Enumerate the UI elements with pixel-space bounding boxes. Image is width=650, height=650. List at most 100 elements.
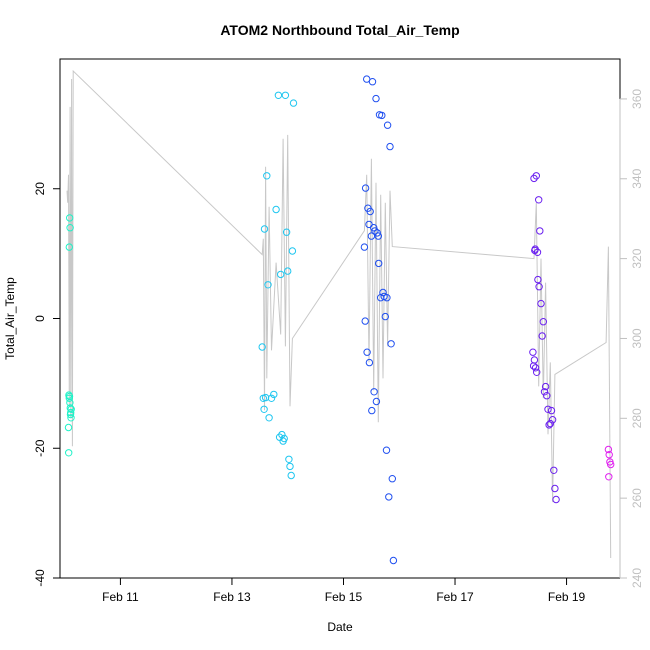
y2-tick-label: 280 (630, 408, 644, 428)
scatter-point (265, 414, 273, 422)
scatter-point (275, 433, 284, 441)
scatter-point (547, 406, 556, 415)
y-tick-label: -40 (33, 569, 47, 587)
scatter-point (388, 475, 396, 483)
y2-tick-label: 240 (630, 568, 644, 588)
scatter-point (65, 449, 73, 457)
scatter-point (379, 288, 387, 297)
scatter-point (281, 91, 290, 100)
x-tick-label: Feb 13 (213, 590, 251, 604)
axes-layer: Feb 11 Feb 13 Feb 15 Feb 17 Feb 19 -40 -20 0 20 2… (33, 89, 644, 604)
scatter-point (535, 196, 543, 204)
scatter-point (270, 390, 278, 399)
y-tick-label: 0 (33, 315, 47, 322)
scatter-point (368, 78, 377, 86)
scatter-point (389, 556, 398, 565)
scatter-point (260, 405, 268, 413)
scatter-point (378, 111, 386, 120)
scatter-point (361, 184, 370, 192)
scatter-point (552, 495, 560, 504)
y-tick-label: 20 (33, 182, 47, 196)
chart-title: ATOM2 Northbound Total_Air_Temp (220, 22, 459, 38)
scatter-point (66, 410, 75, 419)
scatter-point (285, 455, 293, 463)
x-tick-label: Feb 19 (548, 590, 586, 604)
scatter-point (282, 228, 291, 236)
scatter-point (531, 364, 540, 372)
scatter-point (544, 405, 552, 413)
scatter-point (360, 243, 369, 251)
y-axis-label: Total_Air_Temp (3, 277, 17, 360)
scatter-point (386, 142, 394, 151)
scatter-point (284, 267, 292, 275)
scatter-point (533, 368, 541, 376)
scatter-point (373, 229, 381, 237)
scatter-point (382, 446, 391, 454)
scatter-point (540, 388, 549, 396)
scatter-point (272, 205, 280, 214)
x-tick-label: Feb 15 (325, 590, 363, 604)
scatter-point (529, 348, 537, 356)
secondary-line-layer (66, 69, 612, 559)
scatter-point (260, 225, 269, 233)
scatter-point (267, 394, 276, 402)
scatter-point (530, 174, 538, 183)
temperature-line (66, 69, 612, 559)
scatter-point (66, 224, 74, 232)
scatter-point (541, 382, 550, 391)
scatter-point (383, 294, 391, 302)
scatter-point (370, 224, 378, 232)
scatter-point (289, 99, 298, 107)
scatter-point (258, 343, 266, 351)
x-tick-label: Feb 11 (102, 590, 139, 604)
scatter-point (551, 484, 559, 493)
scatter-point (264, 281, 272, 289)
scatter-point (371, 227, 379, 235)
scatter-point (368, 406, 376, 415)
scatter-point (67, 414, 75, 422)
y2-tick-label: 260 (630, 488, 644, 508)
scatter-point (287, 471, 295, 480)
scatter-point (286, 462, 294, 471)
scatter-point (605, 451, 613, 459)
scatter-point (363, 348, 371, 356)
y2-tick-label: 320 (630, 248, 644, 268)
scatter-point (387, 340, 395, 348)
scatter-point (370, 388, 378, 396)
scatter-point (375, 259, 383, 268)
scatter-point (545, 421, 553, 429)
scatter-point (274, 91, 283, 100)
scatter-point (361, 317, 369, 325)
y2-tick-label: 300 (630, 328, 644, 348)
x-tick-label: Feb 17 (436, 590, 474, 604)
scatter-point (550, 466, 558, 474)
scatter-point (263, 172, 271, 180)
scatter-point (538, 332, 546, 340)
plot-area (59, 58, 621, 579)
scatter-point (277, 270, 285, 279)
scatter-point (65, 243, 74, 251)
scatter-point (607, 460, 615, 469)
scatter-point (385, 493, 393, 501)
y2-tick-label: 340 (630, 168, 644, 188)
scatter-point (66, 214, 74, 222)
scatter-point (366, 207, 374, 216)
scatter-point (65, 392, 74, 401)
scatter-point (280, 434, 288, 443)
y-tick-label: -20 (33, 439, 47, 457)
scatter-point (532, 172, 540, 180)
scatter-point (531, 246, 539, 255)
scatter-point (548, 416, 557, 424)
scatter-point (536, 227, 544, 235)
scatter-point (546, 419, 554, 428)
scatter-point (372, 94, 380, 103)
scatter-point (67, 405, 75, 413)
scatter-point (534, 275, 542, 284)
scatter-point (383, 121, 392, 129)
scatter-point (381, 312, 389, 321)
scatter-point (288, 247, 297, 255)
scatter-point (537, 299, 545, 308)
scatter-point (372, 397, 381, 406)
scatter-point-layer (64, 75, 615, 565)
